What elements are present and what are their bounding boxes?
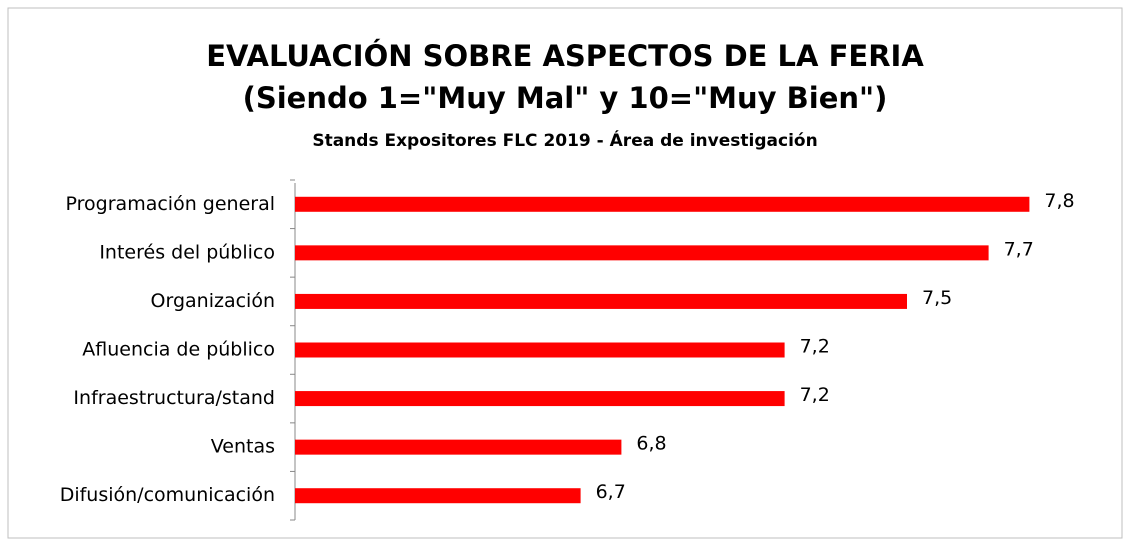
bar: [295, 391, 785, 407]
category-label: Difusión/comunicación: [60, 484, 275, 506]
bar: [295, 245, 989, 261]
value-label: 7,2: [800, 384, 830, 406]
value-label: 7,8: [1044, 190, 1074, 212]
chart-subtitle: Stands Expositores FLC 2019 - Área de in…: [312, 129, 817, 151]
value-label: 7,7: [1004, 238, 1034, 260]
bar: [295, 293, 907, 309]
category-label: Ventas: [211, 436, 275, 458]
bar: [295, 342, 785, 358]
category-label: Organización: [151, 290, 275, 312]
value-label: 6,7: [596, 481, 626, 503]
bar: [295, 488, 581, 504]
bar: [295, 196, 1030, 212]
category-label: Afluencia de público: [82, 339, 275, 361]
chart-title: EVALUACIÓN SOBRE ASPECTOS DE LA FERIA: [206, 39, 924, 73]
category-label: Interés del público: [99, 241, 275, 263]
bar: [295, 439, 622, 455]
value-label: 7,5: [922, 287, 952, 309]
category-label: Infraestructura/stand: [73, 387, 275, 409]
category-label: Programación general: [66, 193, 275, 215]
value-label: 7,2: [800, 336, 830, 358]
chart-title: (Siendo 1="Muy Mal" y 10="Muy Bien"): [243, 81, 888, 115]
value-label: 6,8: [636, 433, 666, 455]
